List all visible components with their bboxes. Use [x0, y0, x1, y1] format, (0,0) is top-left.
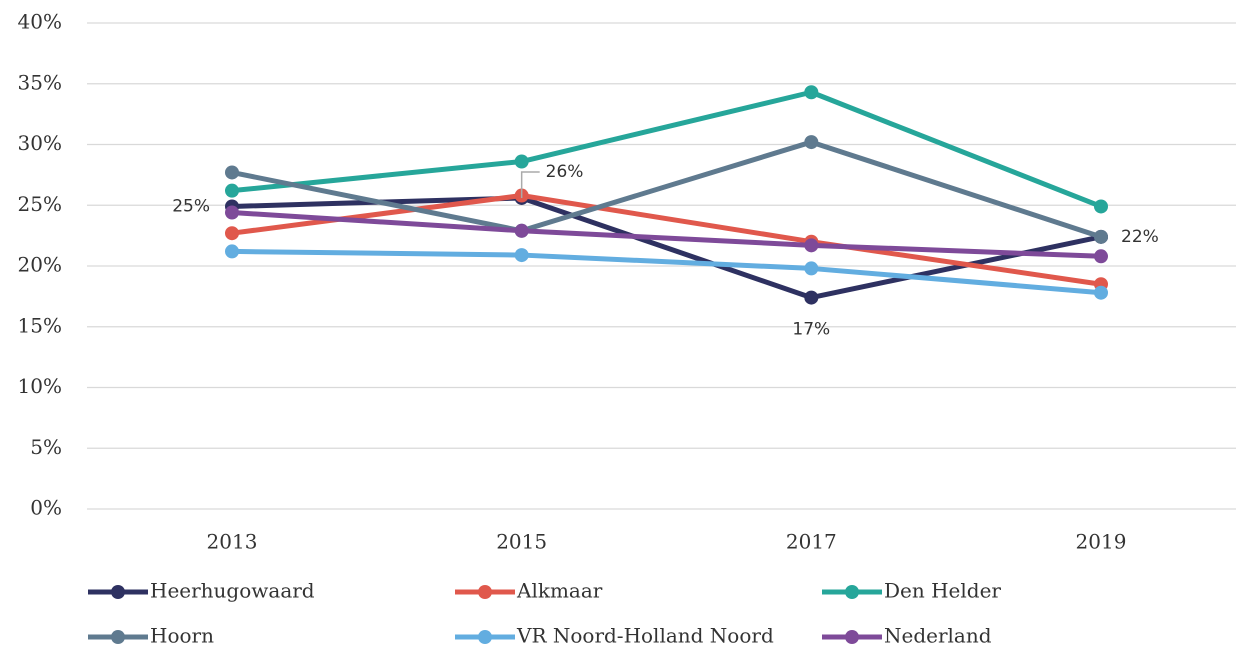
series-line [231, 193, 1102, 287]
point [804, 290, 819, 305]
legend-marker [478, 630, 492, 644]
point [225, 205, 239, 220]
data-label: 26% [546, 162, 584, 182]
series-line [231, 248, 1102, 296]
series-line [231, 139, 1102, 240]
point [1094, 229, 1108, 244]
legend-marker [845, 630, 859, 644]
legend-marker [111, 585, 125, 599]
point [225, 244, 239, 259]
x-tick-label: 2013 [207, 530, 258, 554]
point [1094, 249, 1108, 264]
point [514, 154, 529, 169]
data-label: 17% [792, 320, 830, 340]
data-label: 25% [172, 196, 210, 216]
legend-marker [478, 585, 492, 599]
x-tick-label: 2019 [1076, 530, 1127, 554]
legend-label: Hoorn [150, 624, 214, 648]
point [804, 85, 819, 100]
y-tick-label: 10% [18, 374, 62, 398]
y-tick-label: 15% [18, 313, 62, 337]
series-line [231, 210, 1102, 259]
point [804, 135, 819, 150]
x-tick-label: 2015 [496, 530, 547, 554]
x-tick-label: 2017 [786, 530, 837, 554]
y-tick-label: 30% [18, 131, 62, 155]
legend-label: Alkmaar [516, 579, 603, 603]
point [225, 165, 239, 180]
data-label: 22% [1121, 227, 1159, 247]
series-line [231, 89, 1102, 209]
legend-label: Den Helder [884, 579, 1001, 603]
y-tick-label: 40% [18, 10, 62, 34]
y-tick-label: 25% [18, 192, 62, 216]
leader-line [520, 171, 540, 198]
point [225, 226, 239, 241]
point [1094, 285, 1108, 300]
legend-label: VR Noord-Holland Noord [516, 624, 774, 648]
legend-label: Heerhugowaard [150, 579, 315, 603]
legend-marker [111, 630, 125, 644]
point [804, 261, 819, 276]
point [225, 183, 239, 198]
legend-label: Nederland [884, 624, 992, 648]
legend-marker [845, 585, 859, 599]
point [514, 248, 529, 263]
y-tick-label: 0% [30, 496, 62, 520]
y-tick-label: 20% [18, 253, 62, 277]
point [1094, 199, 1108, 214]
y-tick-label: 5% [30, 435, 62, 459]
y-tick-label: 35% [18, 70, 62, 94]
point [804, 238, 819, 253]
point [514, 223, 529, 238]
